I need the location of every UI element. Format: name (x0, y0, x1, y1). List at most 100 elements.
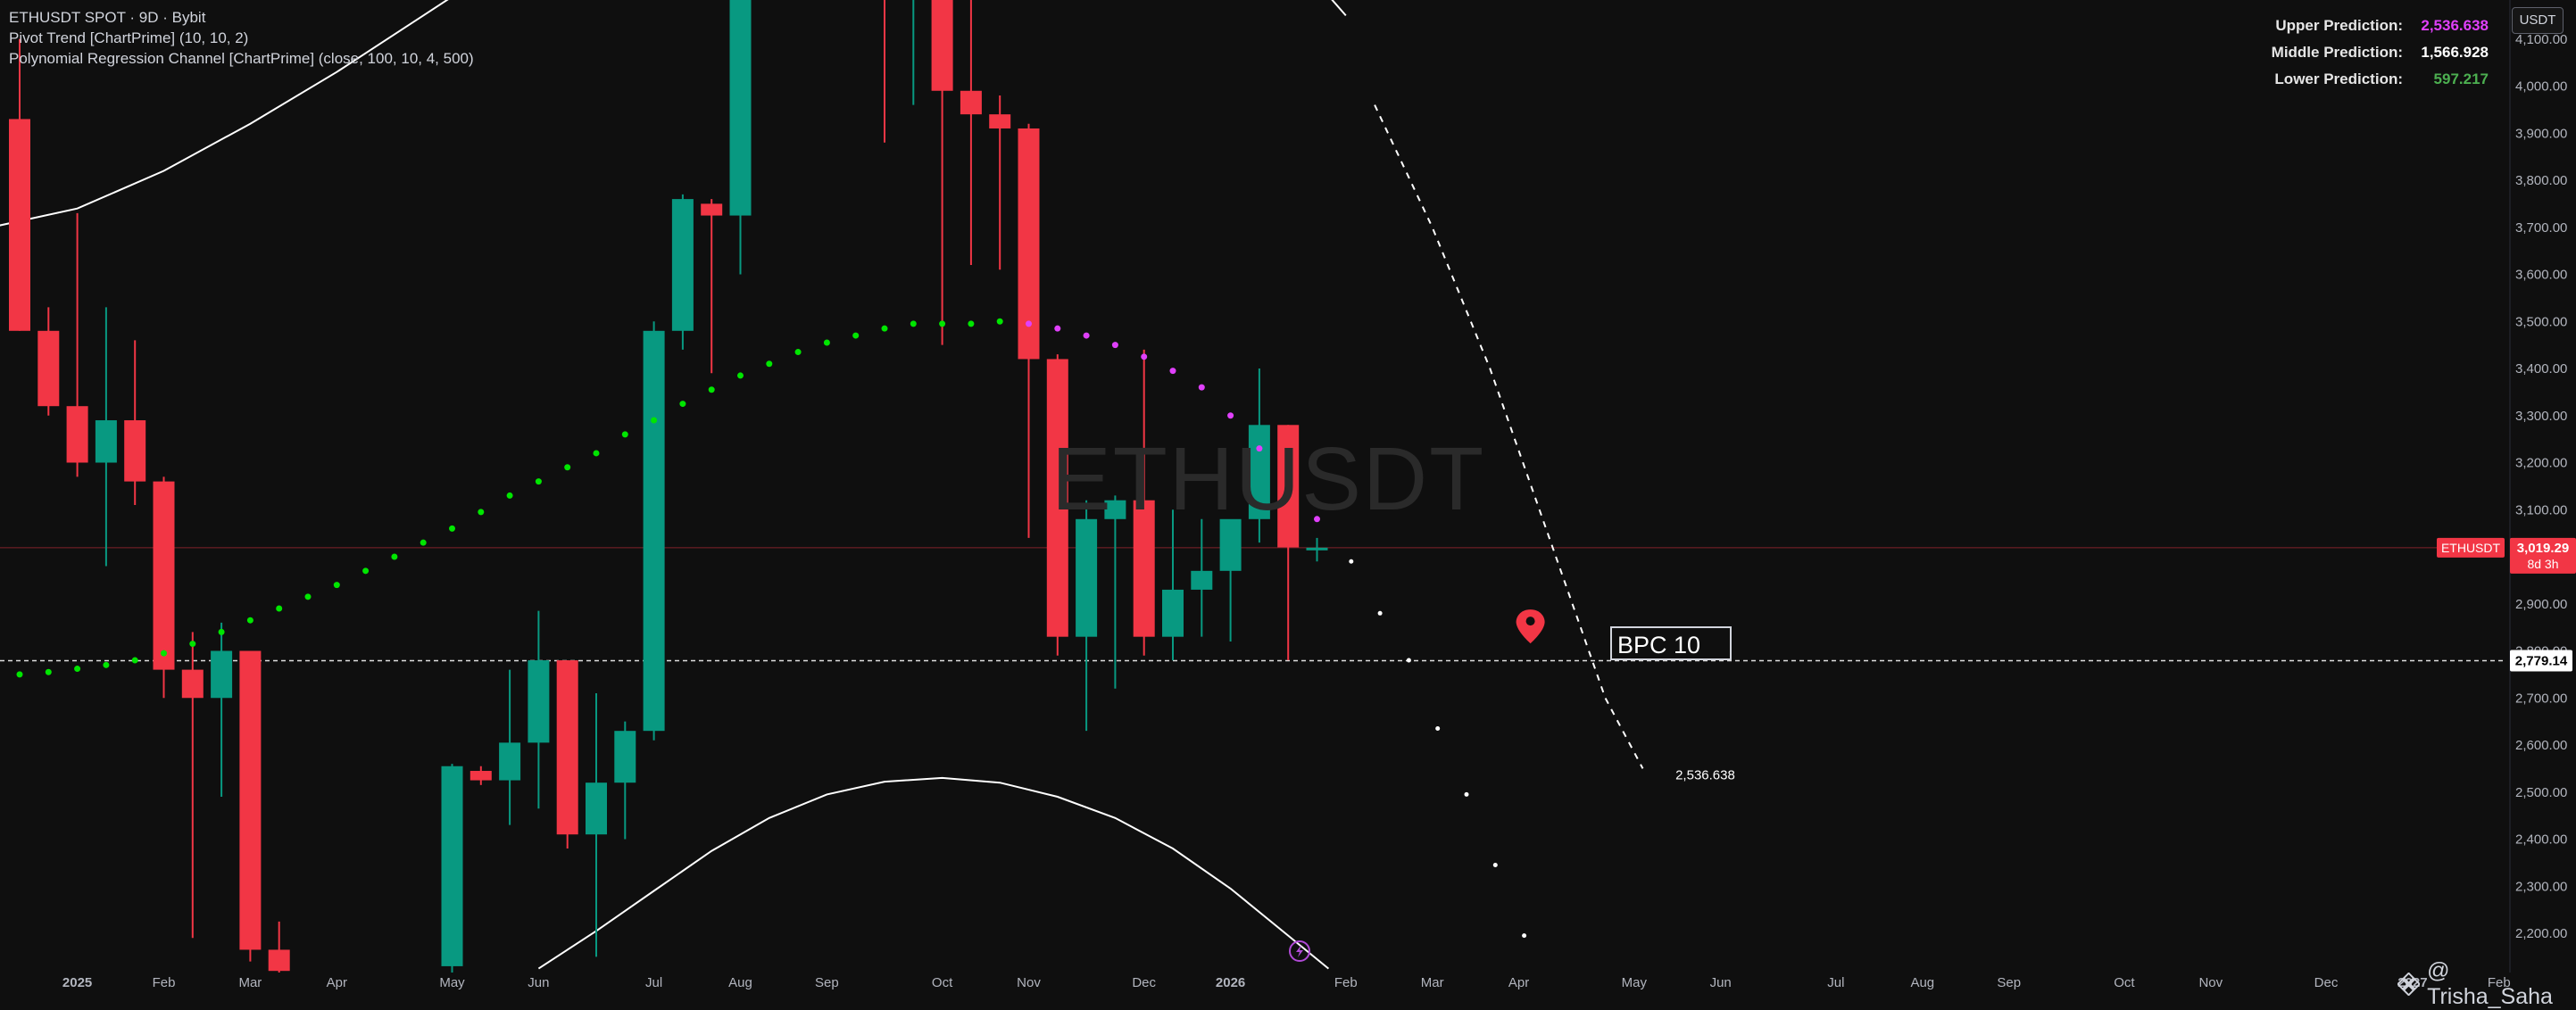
candle-body (1248, 425, 1270, 519)
candle (931, 0, 953, 345)
time-axis: 2025 Feb Mar Apr May Jun Jul Aug Sep Oct Nov Dec 202… (62, 975, 2511, 990)
pivot-trend-dot (74, 666, 81, 673)
x-tick-label: Feb (1334, 975, 1358, 990)
candle (912, 0, 915, 105)
candle (586, 692, 607, 957)
x-tick-label: Aug (728, 975, 752, 990)
candle-body (671, 199, 694, 331)
pivot-trend-dot (939, 320, 946, 327)
upper-prediction-value: 2,536.638 (2421, 17, 2489, 34)
projection-value-label: 2,536.638 (1675, 767, 1735, 782)
pivot-trend-dot (881, 325, 888, 332)
x-tick-label: Feb (2488, 975, 2511, 990)
candle (614, 721, 636, 840)
bpc-label-box: BPC 10 (1610, 626, 1732, 660)
author-name: @ Trisha_Saha (2427, 958, 2553, 1009)
indicator-legend: ETHUSDT SPOT · 9D · Bybit Pivot Trend [C… (9, 7, 474, 69)
x-tick-label: Jun (528, 975, 549, 990)
currency-button[interactable]: USDT (2512, 7, 2564, 34)
lower-prediction-label: Lower Prediction: (2274, 70, 2403, 87)
pivot-trend-dot (823, 339, 830, 346)
pivot-trend-dot (131, 657, 138, 664)
candle-body (499, 742, 521, 781)
candle-body (931, 0, 953, 91)
legend-pivot-trend[interactable]: Pivot Trend [ChartPrime] (10, 10, 2) (9, 29, 249, 46)
pivot-trend-dot (1026, 320, 1032, 327)
candle (1076, 500, 1098, 732)
x-tick-label: 2026 (1216, 975, 1245, 990)
candle (1248, 368, 1270, 543)
pivot-trend-dot (708, 386, 715, 393)
candle-body (729, 0, 752, 216)
candle (239, 650, 262, 962)
pivot-trend-dot (362, 567, 370, 575)
x-tick-label: Mar (238, 975, 262, 990)
x-tick-label: Sep (815, 975, 839, 990)
author-credit: @ Trisha_Saha (2397, 958, 2576, 1010)
pivot-trend-dot (1111, 342, 1118, 349)
middle-prediction-label: Middle Prediction: (2271, 44, 2403, 61)
pivot-trend-dot (45, 668, 52, 675)
prediction-table: Upper Prediction: 2,536.638 Middle Predi… (2272, 12, 2489, 93)
location-pin-icon (1516, 609, 1545, 644)
pivot-trend-dot (1054, 325, 1061, 332)
y-tick-label: 2,600.00 (2515, 738, 2567, 753)
candle (1162, 509, 1184, 661)
candle-body (1162, 589, 1184, 637)
pivot-trend-dot (910, 320, 917, 327)
candle-body (66, 406, 88, 463)
forecast-dot (1349, 559, 1354, 564)
y-tick-label: 3,400.00 (2515, 361, 2567, 377)
y-tick-label: 3,300.00 (2515, 409, 2567, 424)
y-tick-label: 2,400.00 (2515, 832, 2567, 848)
candle-body (960, 90, 982, 115)
candle-body (1076, 518, 1098, 637)
x-tick-label: Mar (1421, 975, 1444, 990)
symbol-watermark: ETHUSDT (1051, 429, 1486, 529)
x-tick-label: Oct (932, 975, 953, 990)
pivot-trend-dot (333, 582, 340, 589)
candle-body (268, 949, 290, 972)
pivot-trend-dot (651, 417, 658, 424)
y-tick-label: 3,900.00 (2515, 126, 2567, 141)
lower-prediction-row: Lower Prediction: 597.217 (2272, 66, 2489, 93)
price-axis: 2,200.00 2,300.00 2,400.00 2,500.00 2,600.00… (2509, 0, 2567, 973)
pivot-trend-dot (218, 628, 225, 635)
candle (9, 38, 30, 331)
pivot-trend-dot (679, 401, 686, 408)
candle (528, 610, 550, 809)
pivot-trend-dot (189, 641, 196, 648)
candle-body (9, 119, 30, 331)
plot-layer: 2,536.638 (0, 0, 2505, 973)
legend-symbol[interactable]: ETHUSDT SPOT · 9D · Bybit (9, 9, 206, 26)
candle-body (239, 650, 262, 950)
candle (643, 321, 665, 741)
candle-body (441, 766, 463, 966)
pivot-trend-dot (852, 332, 860, 339)
candle (729, 0, 752, 275)
pivot-trend-dot (506, 492, 513, 499)
x-tick-label: Feb (153, 975, 176, 990)
candle (671, 194, 694, 350)
y-tick-label: 3,800.00 (2515, 173, 2567, 188)
candle-body (37, 330, 60, 407)
candle (37, 307, 60, 416)
pivot-trend-dot (794, 349, 802, 356)
x-tick-label: Nov (1017, 975, 1041, 990)
pivot-trend-dot (478, 509, 485, 516)
pivot-trend-dot (737, 372, 744, 379)
candle (1104, 495, 1126, 689)
candle (66, 212, 88, 477)
legend-regression-channel[interactable]: Polynomial Regression Channel [ChartPrim… (9, 50, 474, 67)
candle (960, 0, 982, 265)
candle-body (1046, 359, 1068, 637)
candle-body (1018, 128, 1040, 360)
pin-shape (1516, 609, 1545, 644)
symbol-badge-text: ETHUSDT (2441, 541, 2501, 555)
lightning-circle (1289, 940, 1310, 962)
candle (268, 921, 290, 973)
pivot-trend-dot (276, 605, 283, 612)
